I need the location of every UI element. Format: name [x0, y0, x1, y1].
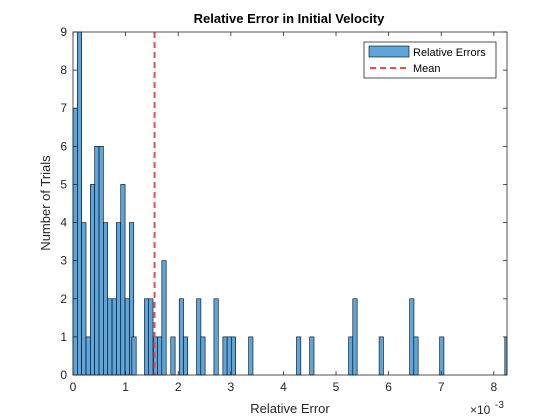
y-tick-label: 1 — [60, 330, 67, 344]
y-tick-label: 7 — [60, 101, 67, 115]
histogram-bar — [196, 298, 202, 376]
y-tick-label: 5 — [60, 177, 67, 191]
y-tick-label: 8 — [60, 63, 67, 77]
x-tick-label: 7 — [438, 380, 445, 394]
legend-label-relative-errors: Relative Errors — [413, 47, 486, 59]
histogram-bar — [120, 184, 126, 376]
histogram-bar — [378, 336, 384, 376]
y-tick-label: 0 — [60, 368, 67, 382]
histogram-bar — [94, 146, 100, 376]
legend-label-mean: Mean — [413, 63, 441, 75]
histogram-bar — [103, 222, 109, 376]
y-tick-labels: 0 1 2 3 4 5 6 7 8 9 — [60, 25, 67, 382]
x-exponent-power: -3 — [495, 400, 504, 411]
x-tick-label: 1 — [122, 380, 129, 394]
histogram-bar — [111, 298, 117, 376]
x-exponent-base: ×10 — [470, 403, 491, 417]
chart-title: Relative Error in Initial Velocity — [194, 11, 386, 26]
x-tick-label: 4 — [280, 380, 287, 394]
histogram-bar — [81, 222, 87, 376]
histogram-bar — [170, 336, 176, 376]
histogram-bar — [213, 298, 219, 376]
histogram-bar — [77, 31, 82, 376]
histogram-bar — [248, 336, 254, 376]
histogram-bar — [222, 336, 228, 376]
histogram-bar — [413, 336, 419, 376]
y-tick-label: 3 — [60, 254, 67, 268]
histogram-bar — [90, 184, 96, 376]
x-tick-label: 3 — [227, 380, 234, 394]
histogram-bar — [131, 336, 137, 376]
histogram-bar — [72, 107, 78, 376]
x-tick-label: 0 — [70, 380, 77, 394]
y-tick-label: 2 — [60, 292, 67, 306]
y-axis-label: Number of Trials — [38, 155, 53, 251]
histogram-bar — [230, 336, 236, 376]
histogram-bar — [107, 298, 113, 376]
histogram-bar — [178, 298, 184, 376]
x-tick-label: 5 — [333, 380, 340, 394]
legend-swatch-relative-errors — [368, 45, 410, 58]
x-tick-label: 6 — [385, 380, 392, 394]
histogram-bar — [161, 260, 167, 376]
histogram-bar — [226, 336, 232, 376]
y-tick-label: 9 — [60, 25, 67, 39]
x-axis-label: Relative Error — [250, 401, 330, 416]
legend: Relative Errors Mean — [363, 41, 497, 79]
histogram-bar — [200, 336, 206, 376]
histogram-bars — [72, 31, 508, 376]
plot-frame — [72, 31, 508, 376]
y-tick-label: 6 — [60, 139, 67, 153]
histogram-bar — [124, 298, 130, 376]
histogram-bar — [348, 336, 354, 376]
x-tick-labels: 0 1 2 3 4 5 6 7 8 — [70, 380, 498, 394]
histogram-bar — [409, 298, 415, 376]
histogram-bar — [98, 146, 104, 376]
x-tick-label: 8 — [491, 380, 498, 394]
histogram-bar — [309, 336, 315, 376]
x-tick-label: 2 — [175, 380, 182, 394]
histogram-bar — [157, 336, 163, 376]
histogram-bar — [148, 298, 154, 376]
histogram-bar — [144, 298, 150, 376]
plot-background — [73, 32, 507, 375]
x-axis-exponent: ×10 -3 — [470, 400, 504, 417]
histogram-bar — [296, 336, 302, 376]
y-tick-label: 4 — [60, 216, 67, 230]
histogram-bar — [116, 222, 122, 376]
plot-area — [72, 31, 508, 376]
histogram-bar — [439, 336, 445, 376]
histogram-bar — [352, 298, 358, 376]
histogram-bar — [85, 336, 91, 376]
histogram-bar — [183, 336, 189, 376]
